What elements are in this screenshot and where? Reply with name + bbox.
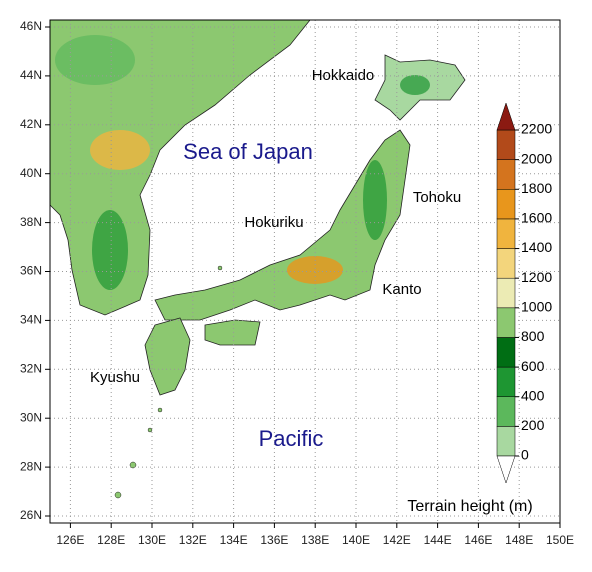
relief <box>400 75 430 95</box>
relief <box>92 210 128 290</box>
colorbar-tick-label: 2200 <box>521 121 552 137</box>
colorbar-tick-label: 1600 <box>521 210 552 226</box>
colorbar-over <box>496 102 516 131</box>
colorbar-tick-label: 800 <box>521 328 545 344</box>
colorbar-swatch <box>496 277 516 309</box>
lon-tick-label: 138E <box>301 533 329 547</box>
colorbar-swatch <box>496 218 516 249</box>
colorbar-swatch <box>496 189 516 220</box>
lon-tick-label: 128E <box>97 533 125 547</box>
lon-tick-label: 140E <box>342 533 370 547</box>
lon-tick-label: 144E <box>424 533 452 547</box>
lon-tick-label: 132E <box>179 533 207 547</box>
lat-tick-label: 32N <box>20 361 42 375</box>
region-label: Hokuriku <box>244 214 303 231</box>
colorbar: 0 200 400 600 800 1000 1200 1400 1600 1800 2000 220… <box>496 102 552 484</box>
colorbar-swatch <box>496 248 516 279</box>
lon-tick-label: 130E <box>138 533 166 547</box>
colorbar-swatch <box>496 337 516 368</box>
lat-tick-label: 46N <box>20 19 42 33</box>
lat-tick-label: 34N <box>20 313 42 327</box>
lat-tick-label: 30N <box>20 410 42 424</box>
land <box>49 19 466 499</box>
region-label: Pacific <box>259 426 324 451</box>
lat-tick-label: 36N <box>20 264 42 278</box>
lon-tick-label: 136E <box>260 533 288 547</box>
honshu <box>154 129 411 321</box>
colorbar-swatch <box>496 366 516 397</box>
lon-tick-label: 142E <box>383 533 411 547</box>
lon-tick-label: 134E <box>220 533 248 547</box>
island <box>147 427 153 433</box>
colorbar-tick-label: 2000 <box>521 150 552 166</box>
lat-tick-label: 28N <box>20 459 42 473</box>
colorbar-tick-label: 1400 <box>521 239 552 255</box>
island <box>217 265 223 271</box>
colorbar-swatch <box>496 396 516 427</box>
relief <box>90 130 150 170</box>
island <box>114 491 122 499</box>
colorbar-swatch <box>496 159 516 190</box>
region-label: Kyushu <box>90 369 140 386</box>
colorbar-swatch <box>496 307 516 338</box>
lat-tick-label: 38N <box>20 215 42 229</box>
colorbar-tick-label: 1200 <box>521 269 552 285</box>
region-label: Sea of Japan <box>183 139 313 164</box>
colorbar-tick-label: 200 <box>521 417 545 433</box>
island <box>157 407 163 413</box>
island <box>129 461 137 469</box>
colorbar-tick-label: 1800 <box>521 180 552 196</box>
kyushu-island <box>144 317 191 396</box>
colorbar-swatch <box>496 129 516 160</box>
colorbar-swatch <box>496 426 516 457</box>
region-label: Kanto <box>382 281 421 298</box>
relief <box>363 160 387 240</box>
shikoku <box>204 319 261 346</box>
relief <box>55 35 135 85</box>
lon-tick-label: 150E <box>546 533 574 547</box>
lon-tick-label: 146E <box>464 533 492 547</box>
lat-tick-label: 40N <box>20 166 42 180</box>
colorbar-tick-label: 600 <box>521 358 545 374</box>
region-label: Tohoku <box>413 189 461 206</box>
colorbar-tick-label: 1000 <box>521 299 552 315</box>
colorbar-tick-label: 400 <box>521 387 545 403</box>
colorbar-under <box>496 455 516 484</box>
frame <box>49 19 561 524</box>
colorbar-tick-label: 0 <box>521 447 529 463</box>
lat-tick-label: 26N <box>20 508 42 522</box>
lon-tick-label: 148E <box>505 533 533 547</box>
colorbar-title: Terrain height (m) <box>407 498 532 515</box>
relief <box>287 256 343 284</box>
grid <box>45 20 561 528</box>
lat-tick-label: 44N <box>20 68 42 82</box>
lat-tick-label: 42N <box>20 117 42 131</box>
lon-tick-label: 126E <box>56 533 84 547</box>
region-label: Hokkaido <box>312 67 375 84</box>
